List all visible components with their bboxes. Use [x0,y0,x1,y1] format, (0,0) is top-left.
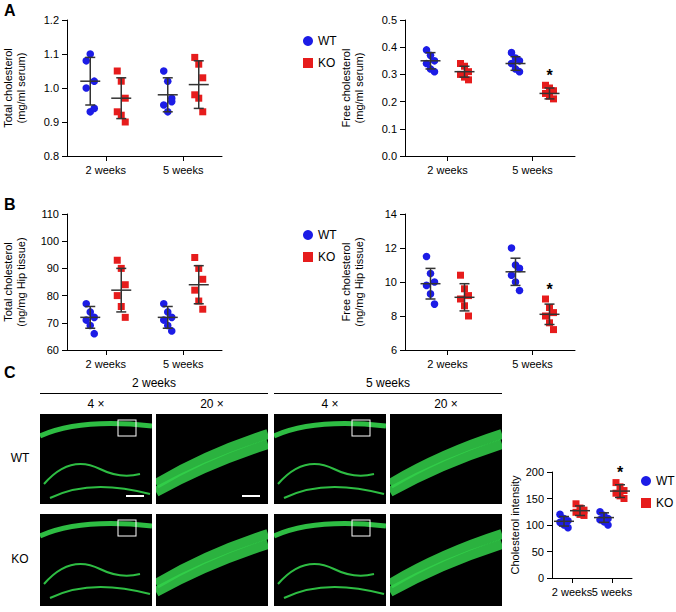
svg-text:Free cholesterol: Free cholesterol [340,49,352,128]
svg-text:50: 50 [532,546,544,558]
svg-text:1.2: 1.2 [44,14,59,26]
svg-text:KO: KO [318,250,335,264]
svg-text:12: 12 [385,242,397,254]
svg-text:Free cholesterol: Free cholesterol [340,243,352,322]
svg-text:60: 60 [47,344,59,356]
svg-text:0.9: 0.9 [44,116,59,128]
svg-text:5 weeks: 5 weeks [512,358,553,370]
svg-text:5 weeks: 5 weeks [163,164,204,176]
html-text:4 ×: 4 × [87,397,105,411]
svg-text:0.3: 0.3 [382,68,397,80]
svg-text:2 weeks: 2 weeks [86,358,127,370]
svg-text:WT: WT [318,228,337,242]
svg-text:110: 110 [41,208,59,220]
svg-text:100: 100 [526,519,544,531]
svg-text:5 weeks: 5 weeks [592,586,633,598]
svg-text:0.0: 0.0 [382,150,397,162]
svg-text:100: 100 [41,235,59,247]
html-text:5 weeks: 5 weeks [366,376,410,390]
svg-text:2 weeks: 2 weeks [427,164,468,176]
svg-text:(ng/mg Hip tissue): (ng/mg Hip tissue) [15,237,27,326]
svg-text:5 weeks: 5 weeks [163,358,204,370]
svg-text:6: 6 [391,344,397,356]
html-text:A: A [4,2,16,19]
svg-text:2 weeks: 2 weeks [427,358,468,370]
svg-text:0.2: 0.2 [382,96,397,108]
svg-text:*: * [617,464,624,481]
svg-text:80: 80 [47,290,59,302]
svg-text:Total cholesterol: Total cholesterol [2,242,14,322]
html-text:WT: WT [10,451,30,465]
svg-text:2 weeks: 2 weeks [86,164,127,176]
svg-text:200: 200 [526,466,544,478]
html-text:KO: KO [11,552,29,566]
svg-text:0.5: 0.5 [382,14,397,26]
svg-text:(mg/ml serum): (mg/ml serum) [353,53,365,124]
svg-text:Cholesterol intensity: Cholesterol intensity [509,475,521,575]
svg-text:(mg/ml serum): (mg/ml serum) [15,53,27,124]
svg-text:1.1: 1.1 [44,48,59,60]
html-text:20 ×: 20 × [434,397,458,411]
svg-text:0.1: 0.1 [382,123,397,135]
svg-text:*: * [546,67,553,84]
html-text:2 weeks: 2 weeks [132,376,176,390]
svg-text:KO: KO [318,56,335,70]
svg-text:WT: WT [656,474,675,488]
html-text:B: B [4,196,16,213]
svg-text:(ng/mg Hip tissue): (ng/mg Hip tissue) [353,237,365,326]
svg-text:90: 90 [47,262,59,274]
html-text:20 ×: 20 × [200,397,224,411]
svg-text:*: * [546,281,553,298]
svg-text:2 weeks: 2 weeks [552,586,593,598]
svg-text:WT: WT [318,34,337,48]
svg-text:0: 0 [538,572,544,584]
svg-text:5 weeks: 5 weeks [512,164,553,176]
svg-text:10: 10 [385,276,397,288]
svg-text:1.0: 1.0 [44,82,59,94]
svg-text:150: 150 [526,493,544,505]
svg-text:Total cholesterol: Total cholesterol [2,48,14,128]
svg-text:KO: KO [656,496,673,510]
svg-text:0.4: 0.4 [382,41,397,53]
html-text:4 ×: 4 × [321,397,339,411]
svg-text:0.8: 0.8 [44,150,59,162]
html-text:C: C [4,364,16,381]
svg-text:8: 8 [391,310,397,322]
svg-text:14: 14 [385,208,397,220]
svg-text:70: 70 [47,317,59,329]
